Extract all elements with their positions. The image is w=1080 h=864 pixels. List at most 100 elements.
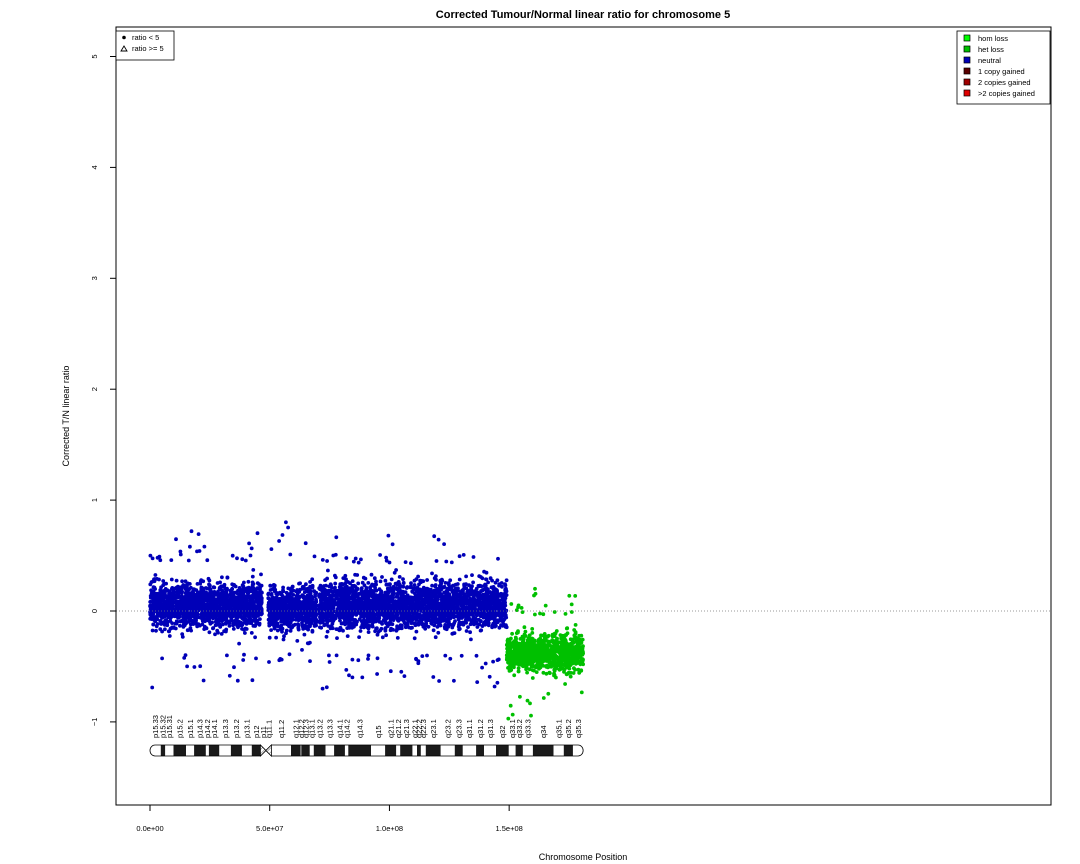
- data-point-neutral: [336, 597, 341, 601]
- data-point-neutral: [443, 613, 447, 617]
- data-point-neutral: [224, 589, 229, 594]
- data-point-neutral: [182, 620, 187, 625]
- data-point-neutral: [495, 588, 499, 593]
- data-point-neutral: [249, 594, 254, 599]
- data-point-neutral: [309, 621, 314, 625]
- data-point-neutral: [242, 604, 247, 608]
- data-point-neutral: [336, 590, 341, 594]
- data-point-neutral: [189, 628, 194, 633]
- data-point-neutral: [231, 593, 236, 597]
- data-point-neutral: [159, 621, 164, 626]
- data-point-neutral: [176, 613, 181, 618]
- data-point-neutral: [188, 600, 193, 605]
- data-point-neutral: [445, 586, 450, 591]
- data-point-neutral: [385, 607, 390, 612]
- data-point-neutral: [257, 622, 262, 627]
- data-point-neutral: [190, 594, 195, 599]
- data-point-neutral: [332, 616, 337, 621]
- data-point-neutral: [153, 619, 158, 624]
- data-point-neutral: [191, 601, 196, 606]
- data-point-neutral: [450, 625, 455, 630]
- data-point-neutral: [477, 622, 482, 627]
- data-point-neutral: [503, 583, 508, 588]
- data-point-neutral: [219, 601, 223, 606]
- data-point-neutral: [474, 586, 479, 591]
- data-point-neutral: [398, 584, 403, 589]
- data-point-neutral: [502, 617, 507, 622]
- data-point-neutral: [200, 615, 205, 620]
- data-point-neutral: [409, 581, 413, 585]
- data-point-neutral: [318, 587, 322, 592]
- chart-title: Corrected Tumour/Normal linear ratio for…: [436, 9, 730, 21]
- data-point-neutral: [307, 594, 311, 599]
- data-point-neutral: [394, 568, 398, 572]
- data-point-neutral: [457, 577, 462, 582]
- data-point-neutral: [198, 607, 202, 612]
- data-point-neutral: [211, 626, 215, 631]
- data-point-neutral: [296, 618, 301, 623]
- data-point-neutral: [217, 598, 222, 603]
- data-point-neutral: [410, 614, 415, 619]
- data-point-neutral: [195, 604, 200, 609]
- data-point-neutral: [157, 577, 161, 582]
- data-point-neutral: [273, 619, 278, 624]
- data-point-neutral: [308, 580, 312, 584]
- data-point-neutral: [380, 635, 385, 640]
- data-points: [148, 568, 585, 686]
- data-point-neutral: [450, 603, 455, 608]
- data-point-neutral: [467, 599, 471, 604]
- data-point-neutral: [254, 619, 259, 624]
- data-point-neutral: [228, 592, 233, 597]
- data-point-neutral: [274, 624, 279, 628]
- data-point-neutral: [382, 618, 387, 623]
- data-point-neutral: [252, 594, 257, 599]
- data-point-neutral: [175, 604, 180, 609]
- data-point-neutral: [171, 626, 176, 630]
- data-point-neutral: [251, 568, 256, 572]
- data-point-neutral: [275, 628, 280, 633]
- data-point-neutral: [218, 580, 223, 585]
- data-point-neutral: [464, 605, 469, 610]
- data-point-neutral: [451, 583, 456, 588]
- data-point-neutral: [311, 600, 316, 605]
- data-point-neutral: [350, 625, 354, 630]
- data-point-neutral: [431, 613, 435, 618]
- data-point-neutral: [305, 624, 310, 628]
- data-point-neutral: [236, 588, 240, 593]
- data-point-neutral: [207, 630, 212, 635]
- data-point-neutral: [207, 607, 212, 611]
- data-point-neutral: [154, 592, 159, 597]
- data-point-neutral: [239, 598, 244, 603]
- data-point-neutral: [310, 577, 315, 582]
- data-point-neutral: [230, 599, 234, 604]
- data-point-neutral: [240, 627, 244, 631]
- data-point-neutral: [162, 623, 167, 627]
- data-point-neutral: [257, 602, 262, 607]
- data-point-neutral: [370, 612, 374, 617]
- data-point-neutral: [346, 613, 350, 617]
- data-point-neutral: [443, 581, 448, 585]
- data-point-neutral: [234, 616, 239, 621]
- data-point-neutral: [259, 612, 263, 617]
- data-point-neutral: [310, 597, 314, 602]
- data-point-neutral: [412, 636, 417, 641]
- data-point-neutral: [172, 590, 177, 595]
- data-point-neutral: [334, 610, 339, 615]
- data-point-neutral: [362, 600, 366, 605]
- data-point-neutral: [427, 605, 431, 610]
- data-point-neutral: [345, 587, 350, 592]
- data-point-neutral: [346, 597, 350, 602]
- data-point-neutral: [208, 602, 213, 607]
- data-point-neutral: [492, 604, 496, 609]
- data-point-neutral: [407, 607, 412, 612]
- data-point-neutral: [447, 613, 452, 617]
- data-point-neutral: [181, 601, 186, 606]
- data-point-neutral: [201, 596, 206, 601]
- data-point-neutral: [440, 604, 445, 608]
- data-point-neutral: [457, 627, 461, 632]
- data-point-neutral: [288, 629, 293, 633]
- data-point-neutral: [387, 597, 391, 601]
- data-point-neutral: [365, 599, 370, 604]
- data-point-neutral: [337, 610, 342, 615]
- data-point-neutral: [356, 611, 361, 615]
